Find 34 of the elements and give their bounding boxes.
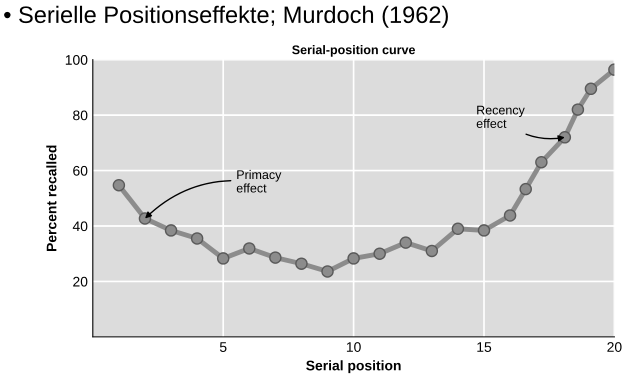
point — [347, 252, 360, 265]
point — [452, 222, 464, 236]
point — [519, 182, 532, 196]
x-tick-label: 5 — [220, 342, 226, 352]
point — [295, 257, 308, 270]
point — [321, 265, 334, 278]
y-tick-label: 20 — [73, 276, 88, 287]
y-tick-label: 80 — [73, 110, 88, 120]
point — [243, 242, 256, 255]
point — [504, 209, 516, 222]
point — [190, 232, 204, 245]
point — [478, 224, 490, 237]
point — [535, 156, 548, 168]
point — [373, 247, 386, 260]
y-tick-label: 40 — [72, 221, 88, 232]
point — [269, 251, 282, 264]
x-tick-label: 20 — [607, 342, 622, 352]
y-axis-title: Percent recalled — [46, 146, 56, 251]
chart-title: • Serielle Positionseffekte; Murdoch (1962) — [4, 6, 448, 28]
y-tick-label: 60 — [73, 166, 88, 176]
x-axis-title: Serial position — [306, 360, 401, 374]
point — [112, 178, 126, 192]
point — [584, 82, 598, 96]
annotation: Recency effect — [476, 106, 525, 128]
point — [164, 224, 178, 237]
x-tick-label: 15 — [477, 342, 492, 352]
point — [400, 236, 412, 249]
point — [216, 252, 230, 265]
chart-subtitle: Serial-position curve — [292, 45, 415, 57]
annotation: Primacy effect — [236, 170, 282, 193]
point — [426, 244, 438, 258]
y-tick-label: 100 — [66, 55, 88, 65]
x-tick-label: 10 — [346, 342, 361, 352]
point — [572, 103, 584, 116]
